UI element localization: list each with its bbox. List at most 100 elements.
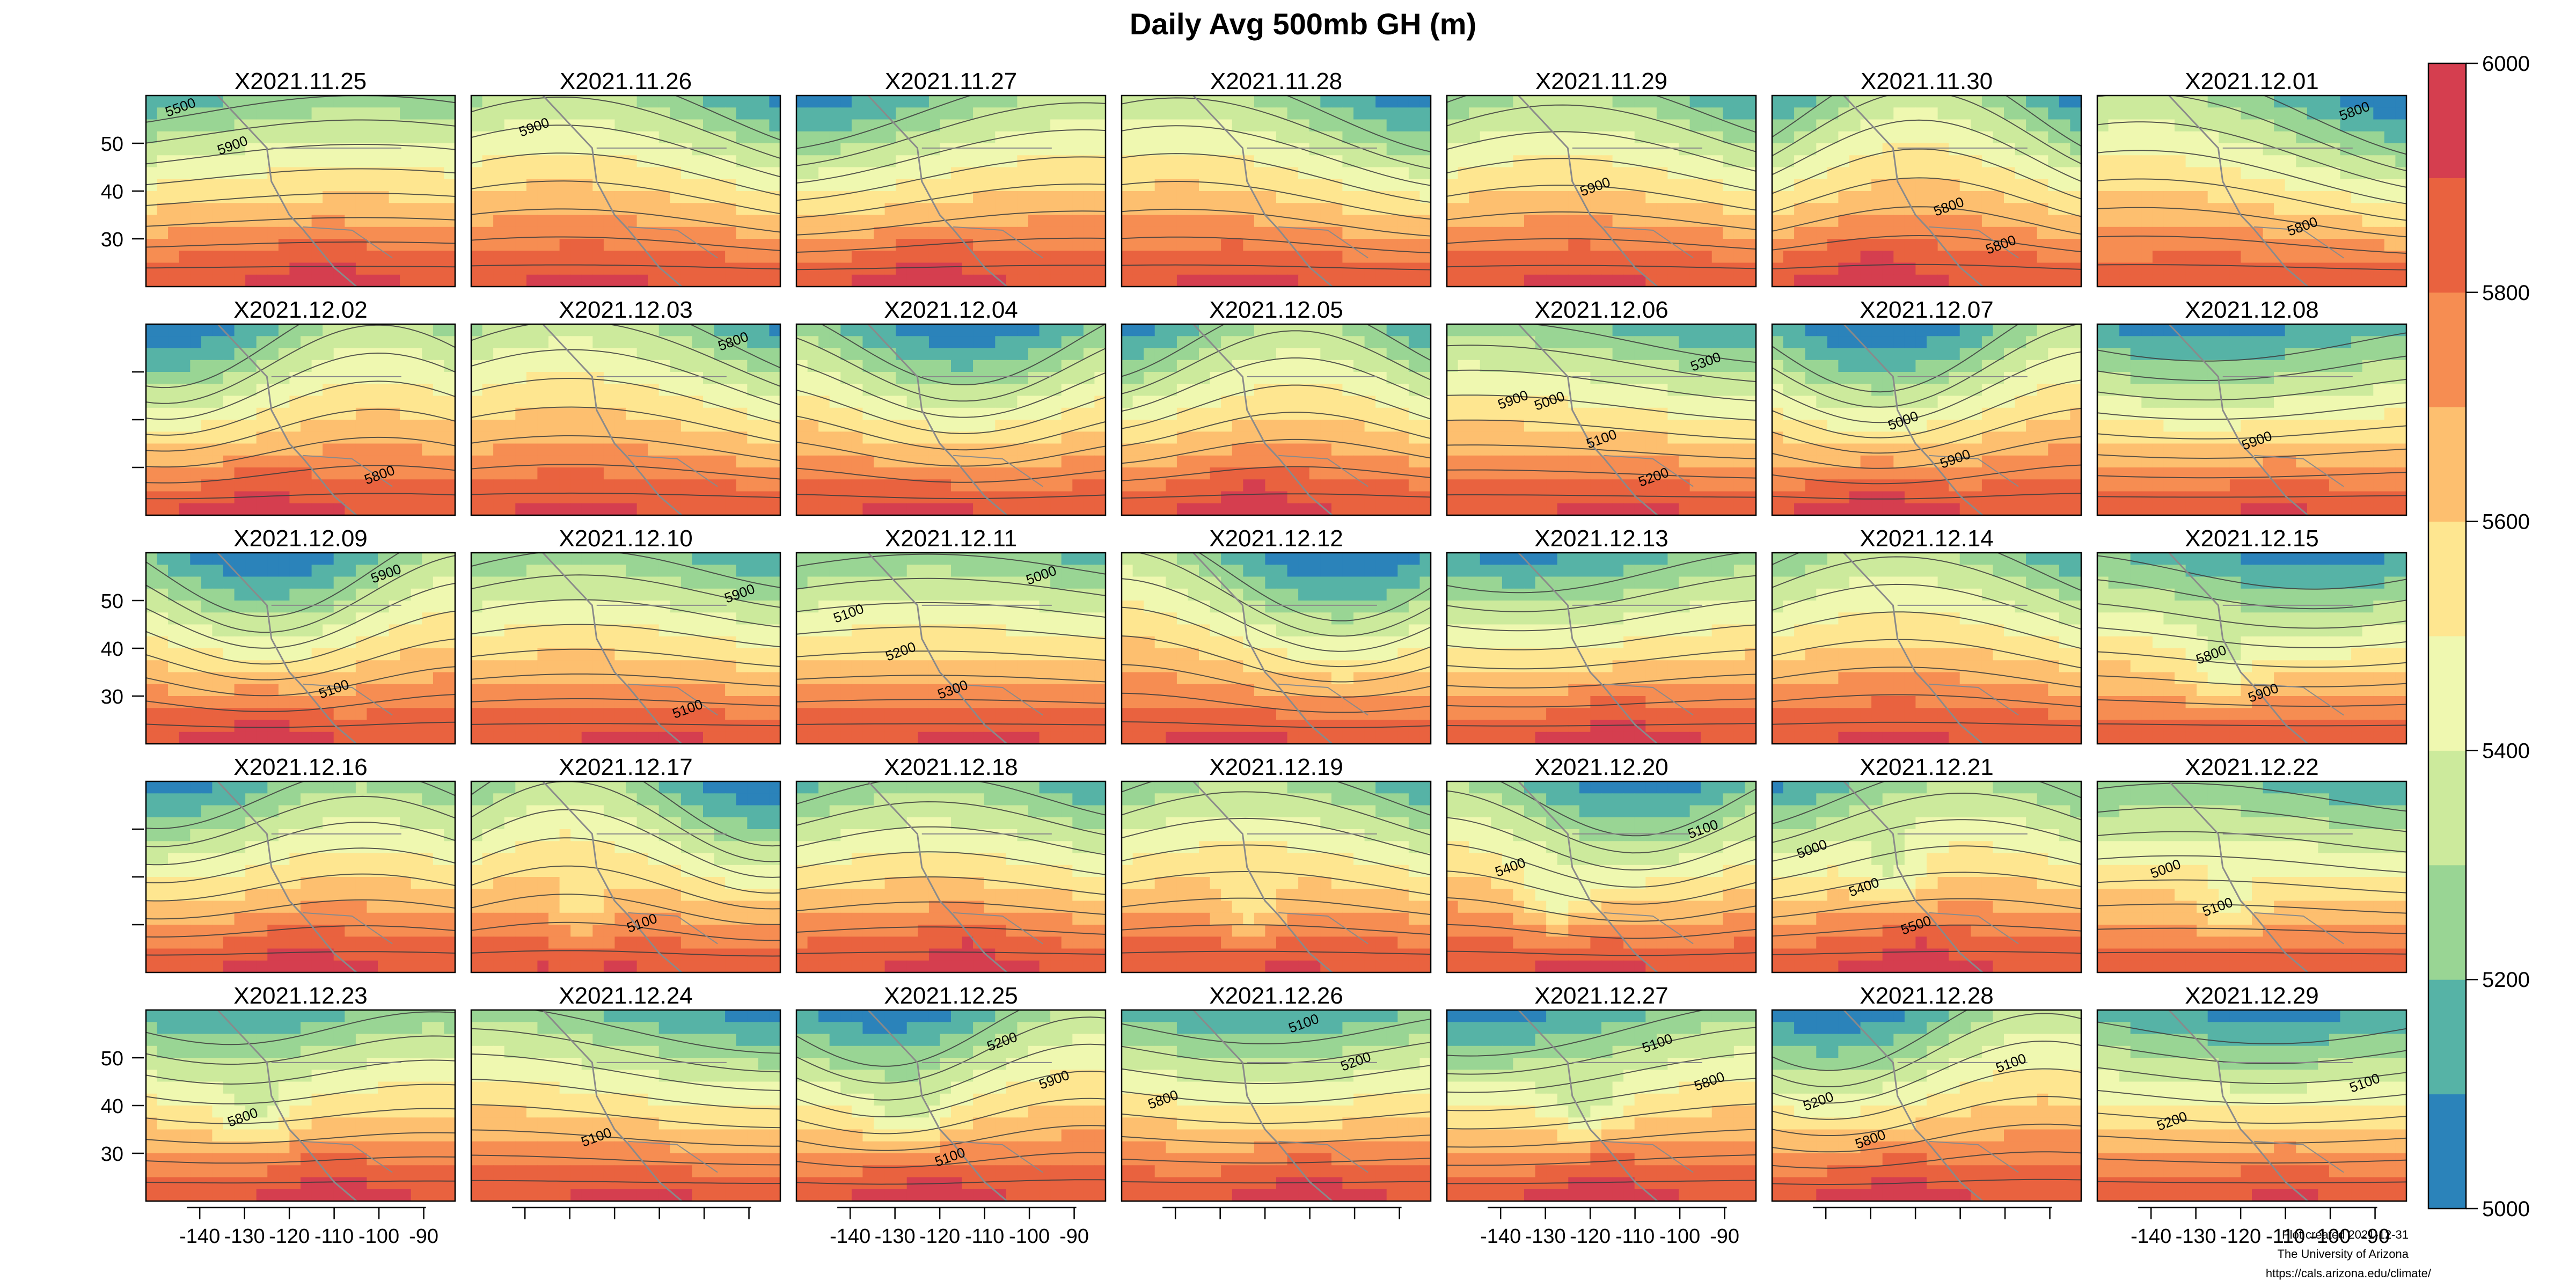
heatmap-cell — [389, 179, 400, 192]
heatmap-cell — [769, 467, 780, 480]
heatmap-cell — [962, 107, 974, 120]
heatmap-cell — [1232, 407, 1243, 420]
heatmap-cell — [411, 396, 422, 408]
heatmap-cell — [1612, 251, 1624, 264]
heatmap-cell — [1028, 226, 1040, 239]
heatmap-cell — [1679, 226, 1690, 239]
heatmap-cell — [2207, 215, 2219, 228]
heatmap-cell — [747, 348, 759, 361]
heatmap-cell — [2340, 274, 2352, 287]
heatmap-cell — [1144, 372, 1155, 384]
heatmap-cell — [1276, 191, 1288, 203]
heatmap-cell — [411, 191, 422, 203]
heatmap-cell — [1061, 467, 1073, 480]
heatmap-cell — [1745, 274, 1756, 287]
heatmap-cell — [1072, 131, 1084, 144]
heatmap-cell — [400, 191, 412, 203]
heatmap-cell — [526, 443, 538, 456]
heatmap-cell — [1199, 203, 1211, 216]
heatmap-cell — [1386, 131, 1398, 144]
heatmap-cell — [1937, 251, 1949, 264]
heatmap-cell — [1397, 274, 1409, 287]
heatmap-cell — [367, 384, 378, 397]
heatmap-cell — [526, 191, 538, 203]
heatmap-cell — [1364, 179, 1376, 192]
heatmap-cell — [648, 119, 660, 132]
heatmap-cell — [1094, 455, 1106, 468]
heatmap-cell — [603, 155, 616, 168]
heatmap-cell — [444, 239, 455, 251]
heatmap-cell — [1397, 372, 1409, 384]
heatmap-cell — [1353, 155, 1365, 168]
heatmap-cell — [1265, 262, 1277, 275]
heatmap-cell — [581, 191, 593, 203]
heatmap-cell — [692, 107, 704, 120]
heatmap-cell — [1679, 251, 1690, 264]
heatmap-cell — [1331, 372, 1343, 384]
heatmap-cell — [234, 179, 246, 192]
heatmap-cell — [829, 179, 841, 192]
heatmap-cell — [548, 491, 560, 504]
heatmap-cell — [201, 479, 213, 492]
heatmap-cell — [2395, 191, 2406, 203]
heatmap-cell — [234, 167, 246, 180]
panel-title: X2021.11.29 — [1535, 68, 1667, 94]
heatmap-cell — [2373, 203, 2385, 216]
heatmap-cell — [1375, 239, 1387, 251]
heatmap-cell — [1188, 324, 1199, 336]
heatmap-cell — [736, 274, 748, 287]
heatmap-cell — [1904, 96, 1916, 108]
heatmap-cell — [1546, 215, 1558, 228]
heatmap-cell — [2015, 251, 2026, 264]
heatmap-cell — [851, 131, 863, 144]
heatmap-cell — [1590, 107, 1602, 120]
heatmap-cell — [626, 215, 638, 228]
heatmap-cell — [796, 384, 808, 397]
heatmap-cell — [818, 119, 830, 132]
heatmap-cell — [1309, 179, 1321, 192]
heatmap-cell — [1502, 191, 1514, 203]
heatmap-cell — [1408, 262, 1421, 275]
heatmap-cell — [2318, 191, 2330, 203]
heatmap-cell — [973, 407, 985, 420]
heatmap-cell — [400, 384, 412, 397]
heatmap-cell — [333, 324, 345, 336]
heatmap-cell — [1028, 348, 1040, 361]
heatmap-cell — [201, 203, 213, 216]
heatmap-cell — [984, 179, 996, 192]
heatmap-cell — [2229, 167, 2242, 180]
heatmap-cell — [692, 360, 704, 372]
heatmap-cell — [378, 119, 390, 132]
heatmap-cell — [928, 131, 941, 144]
heatmap-cell — [747, 131, 759, 144]
heatmap-cell — [1949, 96, 1960, 108]
heatmap-cell — [2296, 107, 2308, 120]
heatmap-cell — [1188, 143, 1199, 156]
heatmap-cell — [2119, 203, 2131, 216]
heatmap-cell — [1072, 372, 1084, 384]
heatmap-cell — [1188, 215, 1199, 228]
heatmap-cell — [862, 360, 874, 372]
heatmap-cell — [168, 96, 180, 108]
heatmap-cell — [758, 348, 770, 361]
heatmap-cell — [1469, 262, 1481, 275]
heatmap-cell — [1320, 443, 1332, 456]
heatmap-cell — [570, 251, 582, 264]
heatmap-cell — [1006, 262, 1018, 275]
heatmap-cell — [1827, 143, 1839, 156]
heatmap-cell — [515, 274, 527, 287]
heatmap-cell — [345, 443, 356, 456]
heatmap-cell — [1017, 324, 1029, 336]
heatmap-cell — [1342, 396, 1354, 408]
heatmap-cell — [289, 336, 301, 349]
heatmap-cell — [223, 467, 235, 480]
heatmap-cell — [1298, 348, 1310, 361]
heatmap-cell — [2004, 179, 2016, 192]
heatmap-cell — [1679, 179, 1690, 192]
heatmap-cell — [2141, 107, 2153, 120]
heatmap-cell — [2219, 203, 2230, 216]
heatmap-cell — [223, 119, 235, 132]
heatmap-cell — [818, 455, 830, 468]
heatmap-cell — [1491, 191, 1503, 203]
heatmap-cell — [1232, 372, 1243, 384]
